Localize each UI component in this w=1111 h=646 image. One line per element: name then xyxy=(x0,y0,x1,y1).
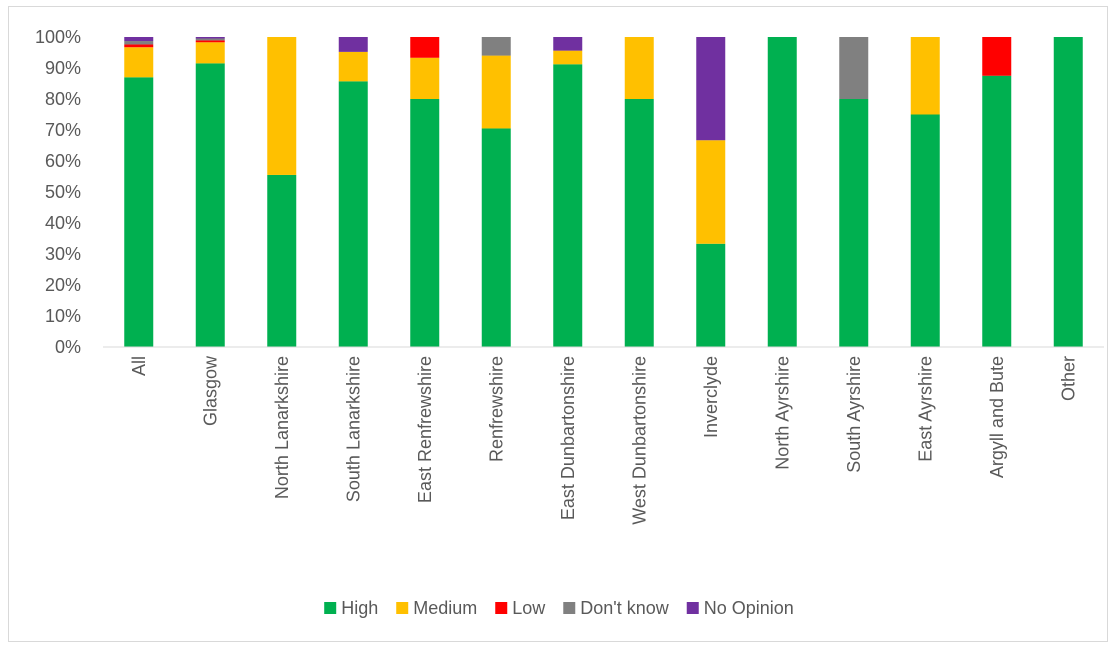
bar-segment xyxy=(267,37,297,175)
bar-segment xyxy=(696,140,726,244)
x-tick-label: All xyxy=(129,356,149,376)
legend-swatch xyxy=(396,602,409,614)
bar-segment xyxy=(195,38,225,41)
stacked-bar-chart: 0% 10% 20% 30% 40% 50% 60% 70% 80% 90% 100% All Glas… xyxy=(35,27,1104,618)
bar-segment xyxy=(767,37,797,347)
x-tick-label: South Lanarkshire xyxy=(343,356,363,502)
bar-segment xyxy=(553,37,583,51)
bar-segment xyxy=(410,99,440,347)
bar-segment xyxy=(624,99,654,347)
bar-segment xyxy=(195,42,225,64)
y-tick-label: 50% xyxy=(45,182,81,202)
y-tick-label: 40% xyxy=(45,213,81,233)
bar-segment xyxy=(481,55,511,129)
bar-segment xyxy=(553,50,583,65)
x-tick-label: Other xyxy=(1058,356,1078,401)
bar-segment xyxy=(124,41,154,45)
y-tick-label: 20% xyxy=(45,275,81,295)
bar-segment xyxy=(553,64,583,347)
y-tick-label: 60% xyxy=(45,151,81,171)
x-tick-label: Inverclyde xyxy=(701,356,721,438)
bar-segment xyxy=(410,57,440,99)
y-tick-label: 80% xyxy=(45,89,81,109)
bar-segment xyxy=(124,47,154,78)
x-tick-label: East Ayrshire xyxy=(915,356,935,462)
x-tick-label: East Dunbartonshire xyxy=(558,356,578,520)
x-tick-label: North Ayrshire xyxy=(772,356,792,470)
y-tick-label: 70% xyxy=(45,120,81,140)
y-tick-label: 30% xyxy=(45,244,81,264)
bar-segment xyxy=(982,37,1012,76)
x-tick-label: South Ayrshire xyxy=(844,356,864,473)
bar-segment xyxy=(195,40,225,43)
x-tick-label: Argyll and Bute xyxy=(987,356,1007,478)
bar-segment xyxy=(839,37,869,99)
x-tick-label: West Dunbartonshire xyxy=(629,356,649,525)
legend-label: Low xyxy=(512,598,546,618)
bar-segment xyxy=(410,37,440,58)
bar-segment xyxy=(338,81,368,347)
bar-segment xyxy=(481,37,511,56)
bar-segment xyxy=(696,37,726,141)
bar-segment xyxy=(910,114,940,347)
bar-segment xyxy=(267,174,297,347)
legend-label: No Opinion xyxy=(704,598,794,618)
bar-segment xyxy=(982,75,1012,347)
bar-segment xyxy=(624,37,654,99)
bar-segment xyxy=(910,37,940,115)
y-tick-label: 0% xyxy=(55,337,81,357)
bar-segment xyxy=(195,63,225,347)
bar-segment xyxy=(338,51,368,82)
x-tick-label: North Lanarkshire xyxy=(272,356,292,499)
x-tick-label: Renfrewshire xyxy=(486,356,506,462)
bar-segment xyxy=(338,37,368,52)
y-tick-label: 10% xyxy=(45,306,81,326)
bar-segment xyxy=(1053,37,1083,347)
bar-segment xyxy=(481,128,511,347)
legend-swatch xyxy=(563,602,576,614)
legend-swatch xyxy=(324,602,337,614)
legend-swatch xyxy=(495,602,508,614)
chart-area: 0% 10% 20% 30% 40% 50% 60% 70% 80% 90% 100% All Glas… xyxy=(8,6,1108,642)
bar-segment xyxy=(124,77,154,348)
x-tick-label: Glasgow xyxy=(200,355,220,426)
y-tick-label: 100% xyxy=(35,27,81,47)
legend-label: High xyxy=(341,598,378,618)
legend-label: Don't know xyxy=(580,598,669,618)
bar-segment xyxy=(696,243,726,347)
legend-swatch xyxy=(686,602,699,614)
y-tick-label: 90% xyxy=(45,58,81,78)
bar-segment xyxy=(124,37,154,42)
bar-segment xyxy=(839,99,869,347)
legend-label: Medium xyxy=(413,598,477,618)
x-tick-label: East Renfrewshire xyxy=(415,356,435,503)
bar-segment xyxy=(124,44,154,48)
bar-segment xyxy=(195,37,225,39)
